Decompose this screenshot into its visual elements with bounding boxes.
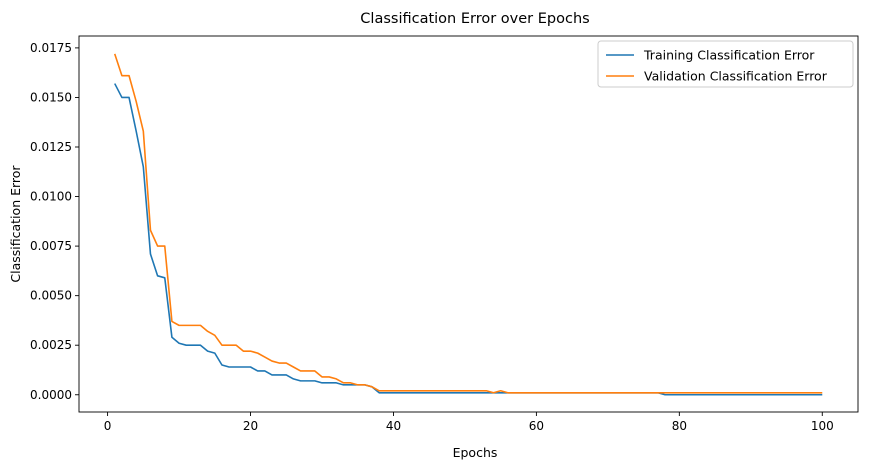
plot-series — [113, 53, 823, 396]
y-tick-label: 0.0050 — [30, 289, 72, 303]
legend-label: Training Classification Error — [643, 48, 815, 63]
x-tick-label: 20 — [243, 419, 258, 433]
x-tick-label: 40 — [386, 419, 401, 433]
y-tick-label: 0.0100 — [30, 190, 72, 204]
y-tick-label: 0.0150 — [30, 90, 72, 104]
legend-box — [597, 40, 854, 88]
x-axis-label: Epochs — [453, 445, 498, 460]
y-tick-label: 0.0000 — [30, 388, 72, 402]
x-tick-label: 60 — [529, 419, 544, 433]
chart-title: Classification Error over Epochs — [360, 11, 589, 27]
y-tick-label: 0.0125 — [30, 140, 72, 154]
series-line-2 — [113, 53, 823, 394]
y-tick-label: 0.0075 — [30, 239, 72, 253]
x-tick-label: 80 — [672, 419, 687, 433]
x-tick-label: 100 — [811, 419, 834, 433]
x-axis: 0 20 40 60 80 100 — [104, 412, 834, 433]
plot-frame — [78, 35, 859, 413]
y-tick-label: 0.0175 — [30, 41, 72, 55]
series-line-1 — [114, 83, 823, 396]
legend: Training Classification Error Validation … — [597, 40, 854, 88]
y-axis-label: Classification Error — [8, 165, 23, 283]
y-axis: 0.0000 0.0025 0.0050 0.0075 0.0100 0.0125 0.01… — [30, 41, 79, 402]
y-tick-label: 0.0025 — [30, 338, 72, 352]
legend-label: Validation Classification Error — [644, 69, 828, 84]
x-tick-label: 0 — [104, 419, 112, 433]
